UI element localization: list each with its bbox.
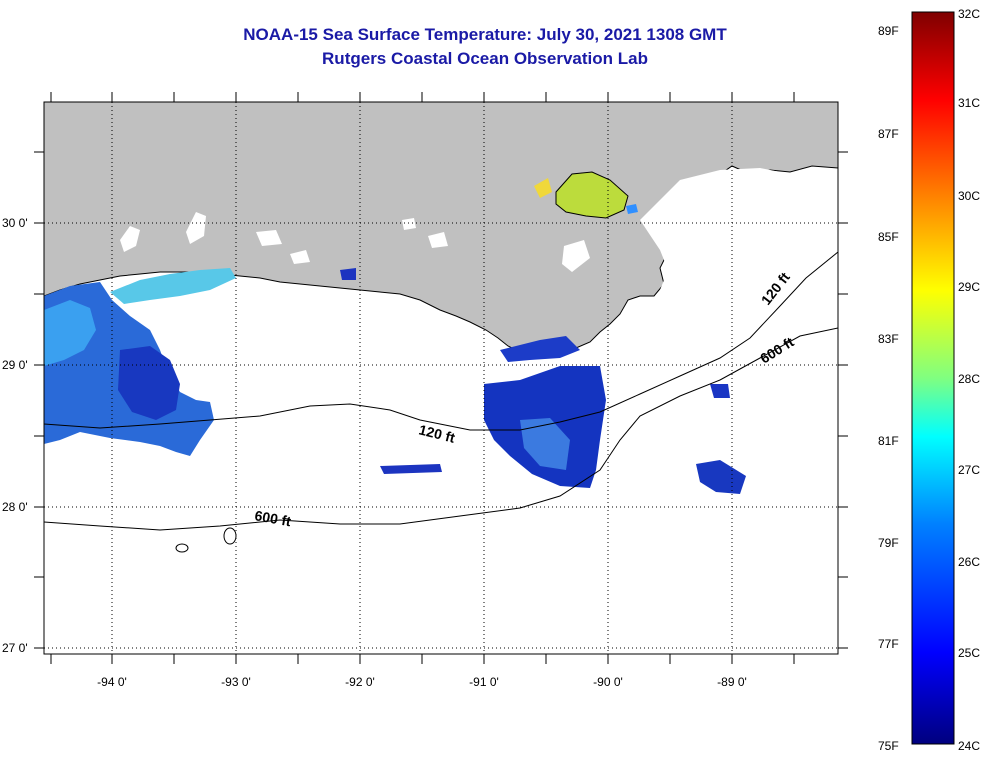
lake (428, 232, 448, 248)
lake (186, 212, 206, 244)
sst-patch-small (340, 268, 356, 280)
colorbar-c-label: 30C (958, 189, 980, 203)
colorbar-c-label: 29C (958, 280, 980, 294)
lake-sst-patch (534, 178, 552, 198)
sst-patch-east (710, 384, 730, 398)
lake (290, 250, 310, 264)
colorbar-f-label: 83F (878, 332, 899, 346)
celsius-scale: 32C 31C 30C 29C 28C 27C 26C 25C 24C (958, 7, 980, 753)
lake (562, 240, 590, 272)
lake (402, 218, 416, 230)
sst-patch-east (696, 460, 746, 494)
colorbar-c-label: 24C (958, 739, 980, 753)
sst-patch-west (110, 268, 236, 304)
lon-label: -94 0' (97, 675, 127, 689)
colorbar-c-label: 31C (958, 96, 980, 110)
lat-label: 27 0' (2, 641, 28, 655)
colorbar-c-label: 28C (958, 372, 980, 386)
sst-patch-central (520, 418, 570, 470)
lon-label: -91 0' (469, 675, 499, 689)
lake (120, 226, 140, 252)
map-frame (43, 101, 839, 655)
seamount-contour (175, 543, 189, 553)
seamount-contour (223, 527, 237, 545)
colorbar-f-label: 85F (878, 230, 899, 244)
colorbar-c-label: 25C (958, 646, 980, 660)
fahrenheit-scale: 89F 87F 85F 83F 81F 79F 77F 75F (878, 24, 899, 753)
isobath-600ft (44, 327, 838, 531)
lake-sst-patch (626, 204, 638, 214)
colorbar-f-label: 75F (878, 739, 899, 753)
colorbar (911, 11, 955, 745)
chart-subtitle: Rutgers Coastal Ocean Observation Lab (322, 49, 648, 68)
lake (256, 230, 282, 246)
lake-sst-patch (555, 171, 629, 219)
lon-label: -93 0' (221, 675, 251, 689)
chart-title: NOAA-15 Sea Surface Temperature: July 30… (243, 25, 727, 44)
colorbar-c-label: 26C (958, 555, 980, 569)
frame-ticks (34, 92, 848, 664)
colorbar-f-label: 79F (878, 536, 899, 550)
colorbar-f-label: 87F (878, 127, 899, 141)
grid-lines (44, 102, 838, 654)
colorbar-f-label: 77F (878, 637, 899, 651)
colorbar-f-label: 81F (878, 434, 899, 448)
lat-label: 30 0' (2, 216, 28, 230)
sst-patch-west (44, 300, 96, 366)
isobath-label: 600 ft (253, 507, 292, 529)
colorbar-f-label: 89F (878, 24, 899, 38)
lon-label: -92 0' (345, 675, 375, 689)
lon-label: -90 0' (593, 675, 623, 689)
isobath-120ft (44, 251, 838, 431)
lat-label: 28 0' (2, 500, 28, 514)
lat-label: 29 0' (2, 358, 28, 372)
coastal-water (640, 168, 838, 362)
lon-label: -89 0' (717, 675, 747, 689)
colorbar-c-label: 32C (958, 7, 980, 21)
sst-patch-small (380, 464, 442, 474)
colorbar-c-label: 27C (958, 463, 980, 477)
sst-patch-central (500, 336, 580, 362)
